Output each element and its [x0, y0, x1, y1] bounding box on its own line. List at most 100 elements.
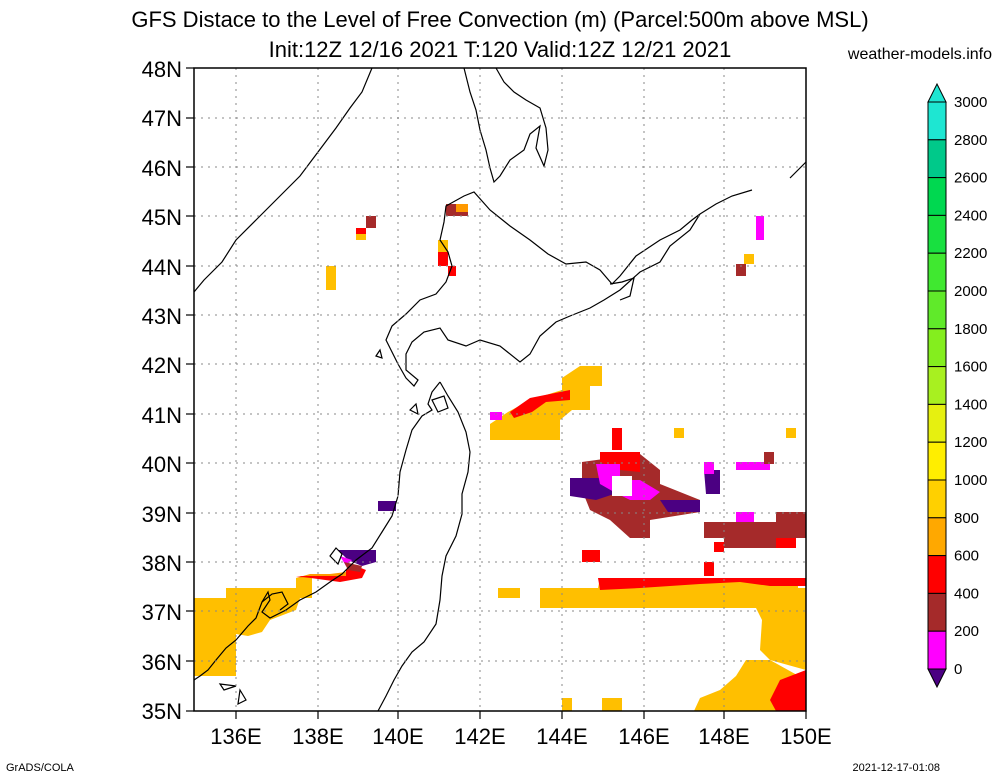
colorbar-swatch — [927, 177, 947, 216]
shade-38n-red-2 — [704, 562, 714, 576]
colorbar-swatch — [927, 214, 947, 254]
credit-text: weather-models.info — [847, 46, 992, 63]
lon-label: 136E — [210, 724, 261, 749]
lat-label: 47N — [142, 106, 182, 131]
shade-n7 — [448, 266, 456, 276]
lon-label: 148E — [698, 724, 749, 749]
lat-label: 36N — [142, 650, 182, 675]
lat-label: 46N — [142, 156, 182, 181]
colorbar-label: 3000 — [954, 94, 987, 111]
shade-39n-red-2 — [776, 538, 796, 548]
lon-label: 150E — [780, 724, 831, 749]
lat-label: 41N — [142, 403, 182, 428]
colorbar-swatch — [927, 441, 947, 481]
lat-label: 48N — [142, 57, 182, 82]
colorbar-swatch — [927, 479, 947, 519]
shade-n10 — [756, 216, 764, 240]
lon-label: 144E — [536, 724, 587, 749]
lat-label: 45N — [142, 205, 182, 230]
lat-label: 43N — [142, 304, 182, 329]
shade-39n-magenta-4 — [736, 512, 754, 522]
lat-label: 44N — [142, 255, 182, 280]
map-frame — [193, 67, 807, 712]
colorbar-label: 0 — [954, 661, 962, 678]
shade-small-5 — [786, 428, 796, 438]
colorbar-swatch — [927, 366, 947, 405]
colorbar-label: 400 — [954, 585, 979, 602]
lon-label: 140E — [372, 724, 423, 749]
shade-pacific-red — [598, 578, 806, 590]
colorbar-label: 1800 — [954, 321, 987, 338]
colorbar-swatch — [927, 328, 947, 368]
shade-small-2 — [562, 698, 572, 711]
footer-software: GrADS/COLA — [6, 762, 74, 774]
colorbar-swatch — [927, 555, 947, 594]
colorbar-label: 800 — [954, 510, 979, 527]
lon-label: 142E — [454, 724, 505, 749]
shade-pacific-1000 — [540, 578, 806, 670]
colorbar: 3000280026002400220020001800160014001200… — [927, 82, 987, 689]
shade-southeast-red — [770, 670, 806, 711]
map-plot-area — [193, 67, 807, 712]
shade-39n-purple-3 — [704, 470, 720, 494]
lat-label: 42N — [142, 353, 182, 378]
colorbar-label: 1400 — [954, 396, 987, 413]
shade-n4 — [326, 266, 336, 290]
footer-timestamp: 2021-12-17-01:08 — [852, 762, 940, 774]
shade-small-6 — [612, 428, 622, 450]
lat-label: 39N — [142, 502, 182, 527]
lfc-shading — [194, 204, 806, 711]
shade-38n-red — [582, 550, 600, 562]
map-subtitle: Init:12Z 12/16 2021 T:120 Valid:12Z 12/2… — [268, 37, 732, 62]
colorbar-swatch — [927, 252, 947, 292]
shade-sado-purple — [338, 550, 376, 566]
shade-akita-purple — [378, 501, 396, 511]
lat-label: 38N — [142, 551, 182, 576]
shade-39n-hole — [612, 476, 632, 496]
lat-axis: 48N 47N 46N 45N 44N 43N 42N 41N 40N 39N … — [142, 57, 194, 724]
lon-label: 146E — [618, 724, 669, 749]
colorbar-label: 2000 — [954, 283, 987, 300]
colorbar-swatch — [927, 290, 947, 330]
colorbar-swatch — [927, 101, 947, 141]
shade-n2 — [356, 228, 366, 236]
lat-label: 40N — [142, 452, 182, 477]
shade-39n-brown-3 — [704, 512, 806, 548]
colorbar-label: 2400 — [954, 207, 987, 224]
shade-39n-magenta-2 — [704, 462, 714, 474]
shade-41n-red — [510, 390, 570, 418]
colorbar-bottom-arrow — [927, 668, 947, 689]
colorbar-label: 2200 — [954, 245, 987, 262]
colorbar-swatch — [927, 592, 947, 632]
shade-n9 — [456, 204, 468, 212]
shade-sado-brown — [344, 562, 362, 572]
shade-39n-magenta-3 — [736, 462, 770, 470]
colorbar-swatch — [927, 403, 947, 443]
colorbar-label: 2600 — [954, 170, 987, 187]
lon-label: 138E — [292, 724, 343, 749]
shade-41n-magenta — [490, 412, 502, 420]
colorbar-swatch — [927, 517, 947, 557]
colorbar-top-arrow — [927, 82, 947, 103]
lat-label: 37N — [142, 600, 182, 625]
coastlines — [193, 67, 807, 712]
shade-small-4 — [674, 428, 684, 438]
shade-n5 — [438, 240, 448, 254]
lat-label: 35N — [142, 699, 182, 724]
colorbar-label: 1200 — [954, 434, 987, 451]
colorbar-swatch — [927, 139, 947, 179]
shade-39n-purple-2 — [660, 500, 700, 512]
colorbar-label: 1600 — [954, 359, 987, 376]
shade-n11 — [744, 254, 754, 264]
shade-n3 — [356, 234, 366, 240]
colorbar-label: 1000 — [954, 472, 987, 489]
shade-n1 — [366, 216, 376, 228]
map-title: GFS Distace to the Level of Free Convect… — [131, 7, 869, 32]
shade-n12 — [736, 264, 746, 276]
map-background — [194, 68, 806, 711]
shade-39n-red — [600, 452, 640, 472]
lon-axis: 136E 138E 140E 142E 144E 146E 148E 150E — [210, 711, 832, 749]
colorbar-label: 200 — [954, 623, 979, 640]
colorbar-swatch — [927, 630, 947, 670]
